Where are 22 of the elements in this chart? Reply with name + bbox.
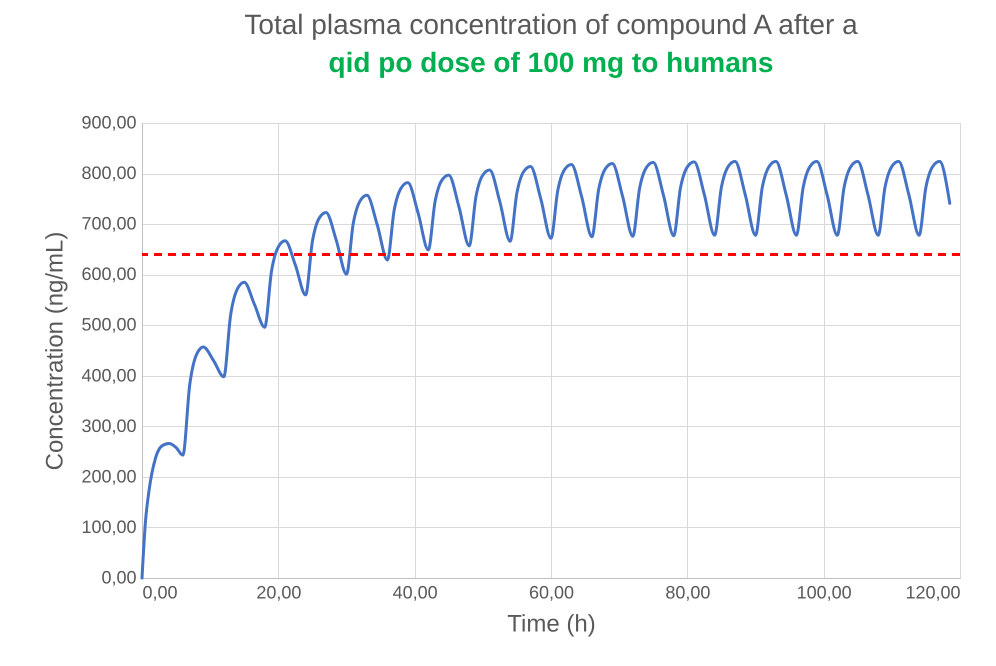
y-axis-title: Concentration (ng/mL) bbox=[41, 232, 68, 470]
y-tick-label: 100,00 bbox=[81, 516, 136, 537]
x-tick-label: 40,00 bbox=[392, 582, 438, 602]
x-tick-label: 120,00 bbox=[905, 582, 960, 602]
x-axis-title: Time (h) bbox=[507, 610, 596, 638]
x-tick-label: 100,00 bbox=[796, 582, 852, 602]
x-tick-label: 80,00 bbox=[665, 582, 710, 602]
y-tick-label: 500,00 bbox=[81, 314, 136, 335]
y-tick-label: 900,00 bbox=[81, 112, 136, 132]
y-tick-label: 800,00 bbox=[81, 163, 136, 184]
chart-subtitle: qid po dose of 100 mg to humans bbox=[328, 47, 774, 78]
line-series bbox=[140, 160, 952, 580]
x-tick-label: 20,00 bbox=[256, 582, 302, 602]
y-tick-label: 200,00 bbox=[81, 466, 136, 486]
y-tick-label: 700,00 bbox=[81, 214, 136, 234]
y-tick-label: 300,00 bbox=[81, 416, 136, 436]
x-tick-label: 60,00 bbox=[528, 582, 574, 602]
chart-title: Total plasma concentration of compound A after a bbox=[244, 9, 858, 40]
x-tick-label: 0,00 bbox=[142, 582, 178, 602]
y-tick-label: 600,00 bbox=[81, 264, 136, 284]
y-tick-label: 0,00 bbox=[101, 568, 136, 588]
y-tick-label: 400,00 bbox=[81, 365, 136, 386]
